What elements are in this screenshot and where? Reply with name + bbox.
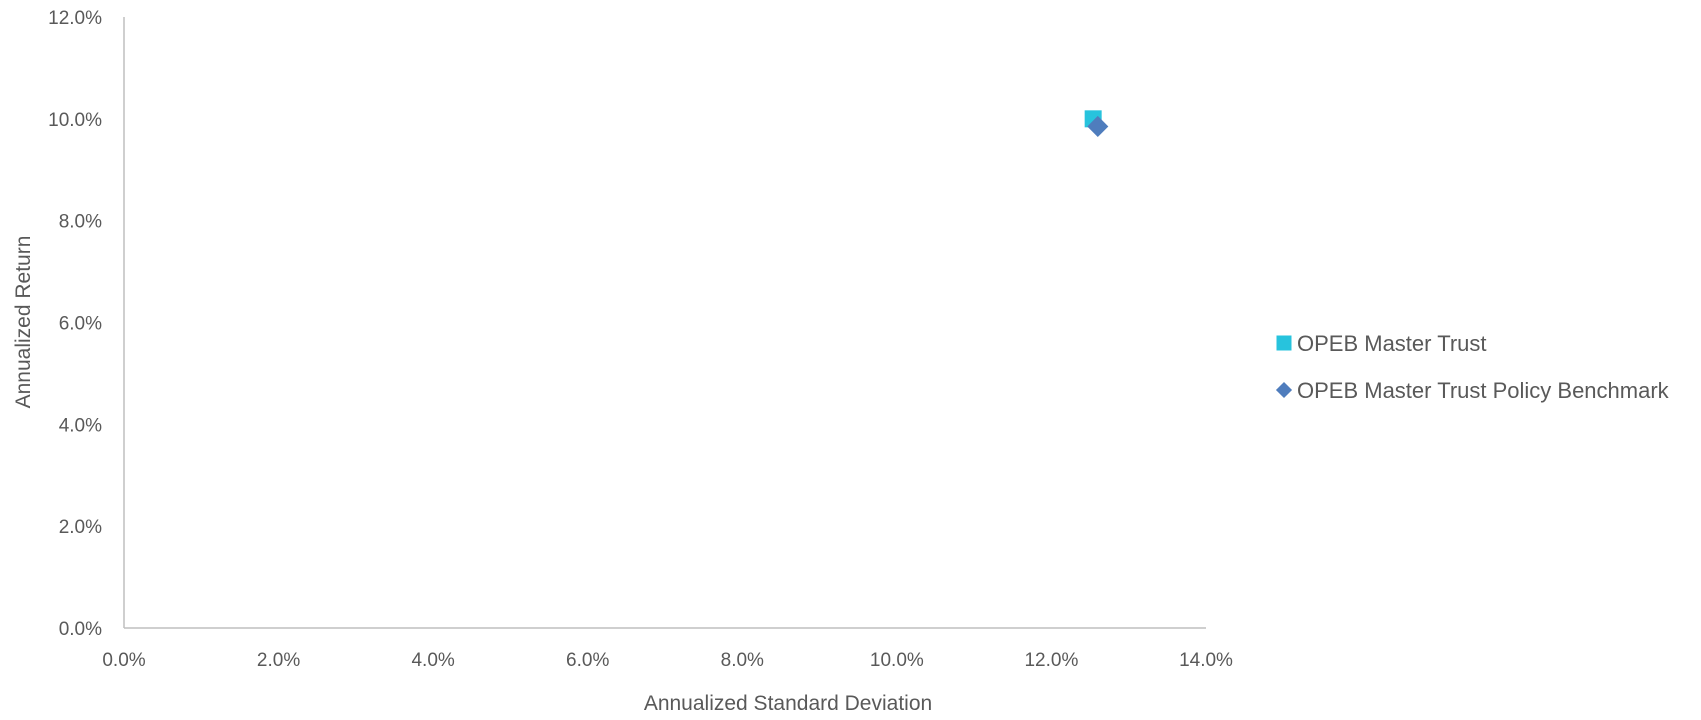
y-tick-label: 8.0% (59, 212, 102, 233)
x-tick-label: 14.0% (1179, 650, 1233, 671)
y-tick-label: 10.0% (48, 110, 102, 131)
x-tick-label: 8.0% (721, 650, 764, 671)
y-tick-label: 6.0% (59, 314, 102, 335)
legend: OPEB Master Trust OPEB Master Trust Polic… (1276, 331, 1670, 403)
legend-square-icon (1277, 336, 1292, 351)
y-tick-label: 12.0% (48, 8, 102, 29)
x-tick-label: 10.0% (870, 650, 924, 671)
y-axis-label: Annualized Return (12, 236, 35, 409)
legend-entry-label: OPEB Master Trust Policy Benchmark (1297, 378, 1670, 403)
y-tick-label: 0.0% (59, 619, 102, 640)
x-tick-label: 4.0% (411, 650, 454, 671)
data-marks (1085, 110, 1109, 137)
y-tick-label: 2.0% (59, 517, 102, 538)
legend-diamond-icon (1276, 382, 1292, 398)
axes: 0.0% 2.0% 4.0% 6.0% 8.0% 10.0% 12.0% 0.0% 2.0% 4.… (48, 8, 1233, 671)
y-tick-label: 4.0% (59, 415, 102, 436)
legend-entry-label: OPEB Master Trust (1297, 331, 1487, 356)
x-tick-label: 2.0% (257, 650, 300, 671)
x-axis-label: Annualized Standard Deviation (644, 692, 932, 715)
x-tick-label: 12.0% (1024, 650, 1078, 671)
x-tick-label: 0.0% (102, 650, 145, 671)
x-tick-label: 6.0% (566, 650, 609, 671)
